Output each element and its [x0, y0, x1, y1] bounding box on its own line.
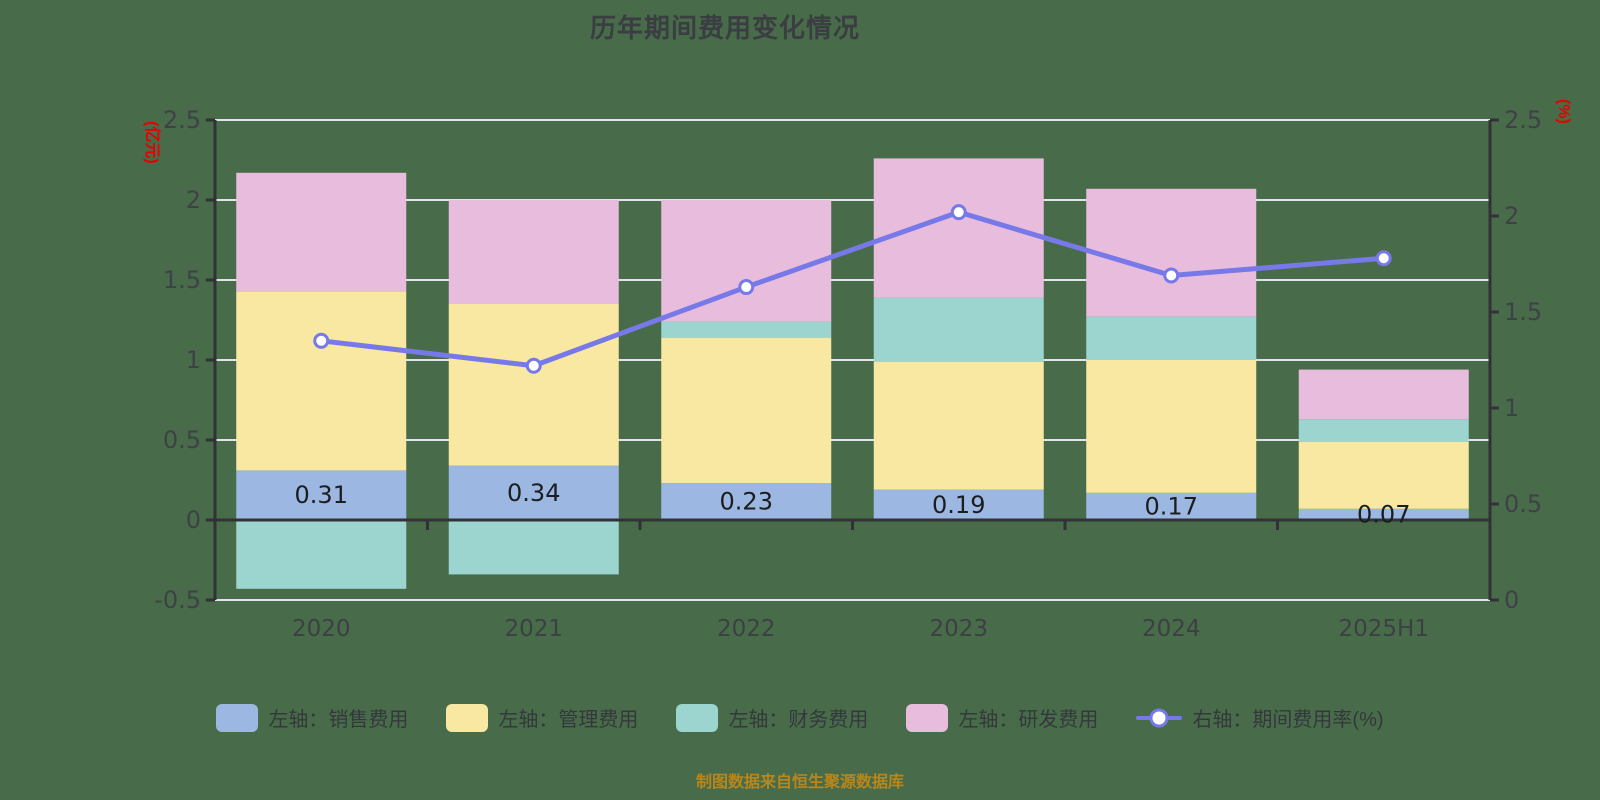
- expense-ratio-point-2021: [525, 357, 542, 374]
- bar-value-label-2025H1: 0.07: [1357, 500, 1410, 528]
- finance-legend-swatch: [676, 703, 719, 732]
- bar-rd-2024: [1086, 188, 1257, 317]
- bar-admin-2020: [236, 291, 407, 471]
- right-axis-tick-label-2.5: 2.5: [1504, 106, 1542, 134]
- bar-finance-2025H1: [1298, 419, 1469, 442]
- expense-ratio-point-2020: [313, 332, 330, 349]
- bar-sales-2020: [236, 470, 407, 520]
- legend-label: 左轴：管理费用: [498, 709, 639, 731]
- legend-label: 左轴：研发费用: [958, 709, 1099, 731]
- x-axis-label-2025H1: 2025H1: [1339, 616, 1429, 642]
- rd-legend-swatch: [906, 703, 949, 732]
- left-axis-tick-label-1.5: 1.5: [163, 266, 201, 294]
- legend-label: 右轴：期间费用率(%): [1192, 709, 1384, 731]
- bar-rd-2020: [236, 172, 407, 292]
- left-axis-tick-label-1: 1: [186, 346, 201, 374]
- expense-ratio-point-2022: [738, 279, 755, 296]
- bar-finance-2021: [448, 520, 619, 575]
- bar-finance-2022: [661, 321, 832, 338]
- right-axis-tick-label-2: 2: [1504, 202, 1519, 230]
- bar-sales-2024: [1086, 492, 1257, 520]
- x-axis-label-2023: 2023: [929, 616, 988, 642]
- bar-admin-2023: [873, 361, 1044, 490]
- admin-legend-swatch: [446, 703, 489, 732]
- right-axis-tick-label-0.5: 0.5: [1504, 490, 1542, 518]
- x-axis-label-2021: 2021: [504, 616, 563, 642]
- expense-ratio-line: [318, 209, 1387, 369]
- right-axis-tick-label-1.5: 1.5: [1504, 298, 1542, 326]
- legend-item-admin-expense[interactable]: 左轴：管理费用: [446, 703, 638, 732]
- legend-item-finance-expense[interactable]: 左轴：财务费用: [676, 703, 868, 732]
- bar-rd-2025H1: [1298, 369, 1469, 420]
- bar-value-label-2023: 0.19: [932, 491, 985, 519]
- bar-value-label-2021: 0.34: [507, 479, 560, 507]
- expense-ratio-point-2024: [1163, 267, 1180, 284]
- ratio-line-legend-marker: [1136, 704, 1183, 732]
- bar-rd-2021: [448, 200, 619, 304]
- legend-item-sales-expense[interactable]: 左轴：销售费用: [216, 703, 408, 732]
- x-axis-label-2022: 2022: [717, 616, 776, 642]
- data-source-note: 制图数据来自恒生聚源数据库: [695, 774, 904, 791]
- bar-value-label-2020: 0.31: [295, 481, 348, 509]
- bar-finance-2020: [236, 520, 407, 589]
- left-axis-tick-label-2.5: 2.5: [163, 106, 201, 134]
- legend-label: 左轴：销售费用: [268, 709, 409, 731]
- bar-sales-2021: [448, 465, 619, 520]
- bar-admin-2021: [448, 304, 619, 466]
- legend-item-expense-ratio[interactable]: 右轴：期间费用率(%): [1136, 703, 1384, 732]
- left-axis-tick-label-0.5: 0.5: [163, 426, 201, 454]
- left-axis-tick-label-2: 2: [186, 186, 201, 214]
- bar-sales-2022: [661, 483, 832, 520]
- right-axis-tick-label-1: 1: [1504, 394, 1519, 422]
- bar-value-label-2024: 0.17: [1145, 492, 1198, 520]
- chart-title: 历年期间费用变化情况: [589, 13, 860, 43]
- line-marker-dot: [1149, 708, 1169, 727]
- legend-item-rd-expense[interactable]: 左轴：研发费用: [906, 703, 1098, 732]
- bar-admin-2024: [1086, 360, 1257, 493]
- left-axis-tick-label--0.5: -0.5: [154, 586, 201, 614]
- bar-finance-2023: [873, 297, 1044, 362]
- bar-rd-2022: [661, 200, 832, 322]
- bar-sales-2025H1: [1298, 508, 1469, 520]
- right-axis-tick-label-0: 0: [1504, 586, 1519, 614]
- left-axis-tick-label-0: 0: [186, 506, 201, 534]
- legend: 左轴：销售费用 左轴：管理费用 左轴：财务费用 左轴：研发费用 右轴：期间费用率…: [0, 703, 1600, 732]
- legend-label: 左轴：财务费用: [728, 709, 869, 731]
- bar-admin-2025H1: [1298, 441, 1469, 509]
- bar-value-label-2022: 0.23: [720, 488, 773, 516]
- bar-sales-2023: [873, 489, 1044, 520]
- expense-ratio-point-2025H1: [1375, 250, 1392, 267]
- bar-admin-2022: [661, 337, 832, 484]
- bar-finance-2024: [1086, 316, 1257, 360]
- sales-legend-swatch: [216, 703, 259, 732]
- expense-ratio-point-2023: [950, 204, 967, 221]
- x-axis-label-2024: 2024: [1142, 616, 1201, 642]
- x-axis-label-2020: 2020: [292, 616, 351, 642]
